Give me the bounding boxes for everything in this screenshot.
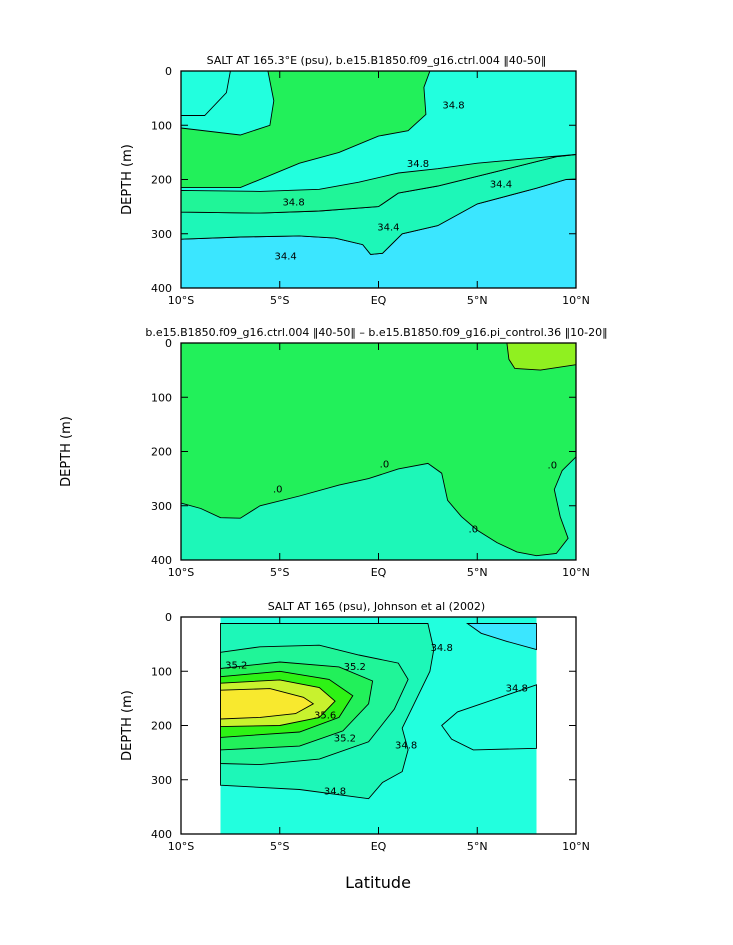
contour-label: 34.8 [442,101,464,112]
x-tick-label: 5°S [270,840,289,853]
y-axis-title: DEPTH (m) [120,144,135,215]
x-tick-label: 10°S [168,294,194,307]
x-tick-label: 10°N [562,566,590,579]
salinity-band-surface-west [181,71,231,116]
contour-label: 34.4 [490,179,512,190]
y-tick-label: 100 [151,665,172,678]
contour-label: 34.8 [506,684,528,695]
y-tick-label: 300 [151,774,172,787]
x-tick-label: 5°N [467,840,488,853]
contour-label: 34.8 [395,740,417,751]
x-tick-label: 5°S [270,566,289,579]
panel-title: SALT AT 165.3°E (psu), b.e15.B1850.f09_g… [207,54,547,67]
contour-label: .0 [380,459,390,470]
contour-fills [181,71,576,288]
difference-positive-patch [506,343,576,371]
x-axis-title: Latitude [345,873,411,892]
y-tick-label: 200 [151,446,172,459]
y-tick-label: 0 [165,65,172,78]
contour-fills [181,343,576,560]
panel-model-salinity: 10°S 5°S EQ 5°N 10°N 0 100 200 300 400 SALT AT 165… [120,54,590,307]
x-tick-label: EQ [371,566,387,579]
contour-label: 34.8 [282,198,304,209]
salinity-band-max-core [220,688,315,720]
contour-label: .0 [273,484,283,495]
panel-title: b.e15.B1850.f09_g16.ctrl.004 ‖40-50‖ – b… [145,326,607,339]
y-tick-label: 400 [151,554,172,567]
x-tick-label: 10°S [168,840,194,853]
contour-label: .0 [548,461,558,472]
contour-label: 34.4 [275,251,297,262]
y-tick-label: 100 [151,391,172,404]
y-tick-label: 300 [151,228,172,241]
y-tick-label: 300 [151,500,172,513]
x-tick-label: 10°S [168,566,194,579]
x-tick-label: EQ [371,294,387,307]
contour-fills [220,617,537,834]
panel-salinity-difference: 10°S 5°S EQ 5°N 10°N 0 100 200 300 400 b.e15.B1850… [59,326,608,579]
x-tick-label: 5°N [467,294,488,307]
y-tick-label: 400 [151,828,172,841]
salinity-band-fresh-deep-north [441,684,537,751]
difference-negative-region [181,456,576,560]
panel-title: SALT AT 165 (psu), Johnson et al (2002) [268,600,485,613]
contour-label: 35.2 [225,661,247,672]
salinity-band-high-core [181,71,431,189]
contour-label: 35.2 [344,662,366,673]
panel-observed-salinity: 10°S 5°S EQ 5°N 10°N 0 100 200 300 400 SALT AT 165… [120,600,590,853]
contour-label: 35.2 [334,733,356,744]
y-axis-title: DEPTH (m) [59,416,74,487]
contour-label: 34.8 [431,643,453,654]
x-tick-label: 5°N [467,566,488,579]
y-tick-label: 100 [151,119,172,132]
y-tick-label: 400 [151,282,172,295]
salinity-band-34.8-35.0 [181,154,576,214]
y-axis-title: DEPTH (m) [120,690,135,761]
salinity-band-fresh-northeast [465,623,537,651]
contour-label: 34.4 [377,223,399,234]
x-tick-label: 5°S [270,294,289,307]
y-tick-label: 0 [165,611,172,624]
y-tick-label: 200 [151,720,172,733]
x-tick-label: 10°N [562,840,590,853]
contour-label: 34.8 [324,787,346,798]
x-tick-label: 10°N [562,294,590,307]
contour-label: .0 [469,525,479,536]
contour-label: 35.6 [314,711,336,722]
y-tick-label: 200 [151,174,172,187]
y-tick-label: 0 [165,337,172,350]
x-tick-label: EQ [371,840,387,853]
contour-label: 34.8 [407,159,429,170]
